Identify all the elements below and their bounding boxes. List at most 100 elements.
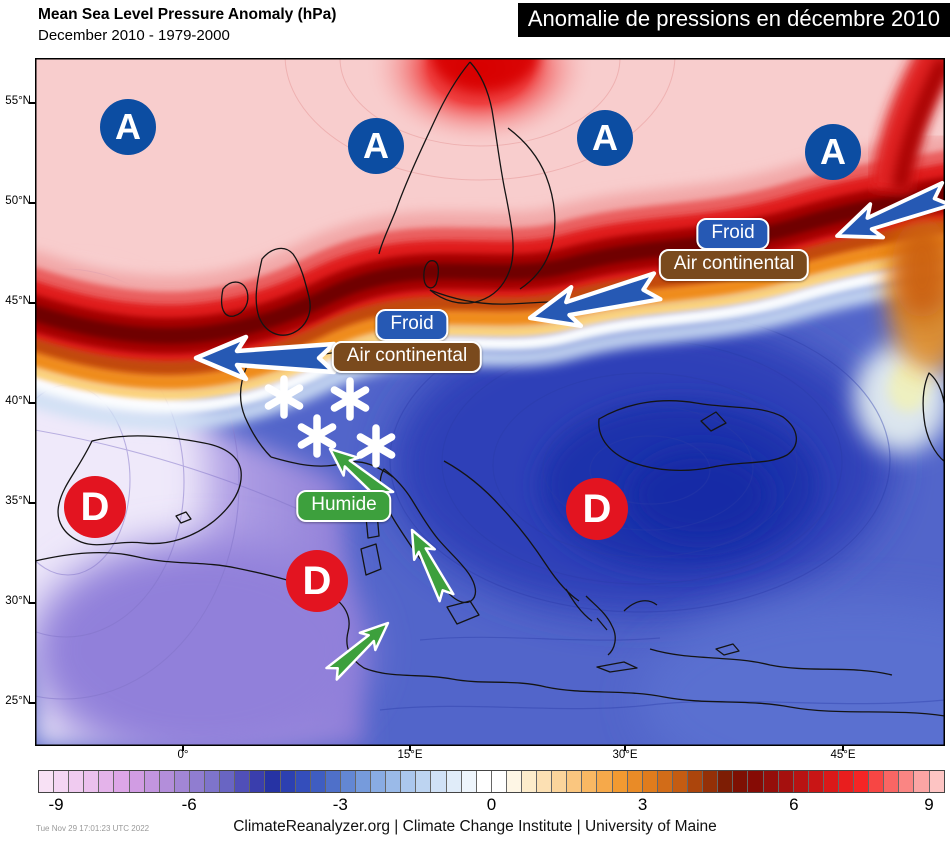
lon-tick-label: 45°E	[830, 749, 856, 761]
colorbar-segment	[929, 771, 944, 792]
lat-tick-mark	[29, 102, 35, 104]
snowflake-icon	[356, 424, 396, 468]
colorbar-segment	[627, 771, 643, 792]
positive-anomaly-blob	[365, 58, 595, 148]
colorbar-segment	[431, 771, 447, 792]
colorbar-tick-label: -9	[48, 795, 64, 814]
colorbar-segment	[54, 771, 70, 792]
colorbar-segment	[340, 771, 356, 792]
colorbar-segment	[174, 771, 190, 792]
colorbar-tick-label: -6	[181, 795, 197, 814]
colorbar-segment	[688, 771, 704, 792]
pressure-marker-anticyclone: A	[348, 118, 404, 174]
lat-tick-mark	[29, 502, 35, 504]
colorbar-segment	[99, 771, 115, 792]
pressure-marker-anticyclone: A	[100, 99, 156, 155]
colorbar-segment	[114, 771, 130, 792]
cold-air-arrow	[835, 180, 950, 240]
colorbar-segment	[567, 771, 583, 792]
map-label-air-continental: Air continental	[331, 341, 483, 373]
colorbar-segment	[748, 771, 764, 792]
colorbar-segment	[733, 771, 749, 792]
colorbar-segment	[808, 771, 824, 792]
map-label-humide: Humide	[296, 490, 392, 522]
colorbar-tick-label: 3	[637, 795, 648, 814]
colorbar-segment	[39, 771, 55, 792]
colorbar-segment	[597, 771, 613, 792]
colorbar-segment	[235, 771, 251, 792]
colorbar-segment	[703, 771, 719, 792]
colorbar-segment	[582, 771, 598, 792]
attribution-text: ClimateReanalyzer.org | Climate Change I…	[233, 818, 717, 835]
colorbar-segment	[854, 771, 870, 792]
colorbar-segment	[884, 771, 900, 792]
banner-title: Anomalie de pressions en décembre 2010	[517, 3, 950, 37]
colorbar-segment	[899, 771, 915, 792]
colorbar-segment	[401, 771, 417, 792]
colorbar-segment	[295, 771, 311, 792]
pressure-marker-anticyclone: A	[805, 124, 861, 180]
colorbar-segment	[491, 771, 507, 792]
lat-tick-label: 35°N	[5, 495, 31, 507]
map-label-froid: Froid	[375, 309, 449, 341]
colorbar	[38, 770, 945, 793]
lon-tick-mark	[409, 746, 411, 751]
lat-tick-mark	[29, 702, 35, 704]
pressure-marker-depression: D	[286, 550, 348, 612]
lon-tick-label: 0°	[177, 749, 189, 761]
colorbar-segment	[386, 771, 402, 792]
colorbar-tick-label: 9	[924, 795, 934, 814]
colorbar-segment	[189, 771, 206, 792]
moist-air-arrow	[325, 621, 390, 681]
lon-tick-mark	[842, 746, 844, 751]
colorbar-tick-label: 6	[789, 795, 799, 814]
lat-tick-mark	[29, 402, 35, 404]
map-label-air-continental: Air continental	[658, 249, 810, 281]
anomaly-map	[35, 58, 945, 746]
colorbar-segment	[718, 771, 734, 792]
colorbar-segment	[838, 771, 855, 792]
colorbar-segment	[778, 771, 794, 792]
map-area: 55°N 50°N 45°N 40°N 35°N 30°N 25°N 0° 15°E 30°E 4…	[5, 58, 950, 761]
colorbar-segment	[657, 771, 673, 792]
map-annotations-overlay: A A A A D D D Froid Air continental Froid Air cont…	[64, 99, 950, 681]
colorbar-segment	[84, 771, 100, 792]
colorbar-segment	[325, 771, 341, 792]
moist-air-arrow	[410, 528, 455, 603]
colorbar-segment	[522, 771, 538, 792]
cold-air-arrow	[527, 271, 663, 329]
lat-tick-label: 45°N	[5, 295, 31, 307]
pressure-contours	[379, 307, 945, 711]
pressure-marker-depression: D	[64, 476, 126, 538]
render-timestamp: Tue Nov 29 17:01:23 UTC 2022	[36, 824, 150, 833]
lat-tick-label: 55°N	[5, 95, 31, 107]
lon-tick-label: 15°E	[397, 749, 423, 761]
lon-tick-label: 30°E	[612, 749, 638, 761]
colorbar-segment	[642, 771, 658, 792]
lon-tick-mark	[624, 746, 626, 751]
pressure-marker-anticyclone: A	[577, 110, 633, 166]
colorbar-segment	[280, 771, 296, 792]
colorbar-segment	[537, 771, 553, 792]
lat-tick-label: 30°N	[5, 595, 31, 607]
colorbar-segment	[129, 771, 145, 792]
pressure-marker-depression: D	[566, 478, 628, 540]
colorbar-segment	[310, 771, 326, 792]
map-frame	[35, 58, 945, 746]
colorbar-segment	[461, 771, 477, 792]
colorbar-segment	[159, 771, 175, 792]
snowflake-icon	[264, 375, 304, 419]
lon-tick-mark	[182, 746, 184, 751]
colorbar-segment	[612, 771, 628, 792]
lat-tick-mark	[29, 202, 35, 204]
colorbar-segment	[552, 771, 568, 792]
page-title: Mean Sea Level Pressure Anomaly (hPa)	[38, 6, 337, 23]
colorbar-segment	[144, 771, 160, 792]
colorbar-segment	[265, 771, 281, 792]
lat-tick-label: 25°N	[5, 695, 31, 707]
colorbar-segment	[355, 771, 372, 792]
colorbar-segment	[823, 771, 839, 792]
page-subtitle: December 2010 - 1979-2000	[38, 27, 230, 44]
colorbar-segment	[205, 771, 221, 792]
